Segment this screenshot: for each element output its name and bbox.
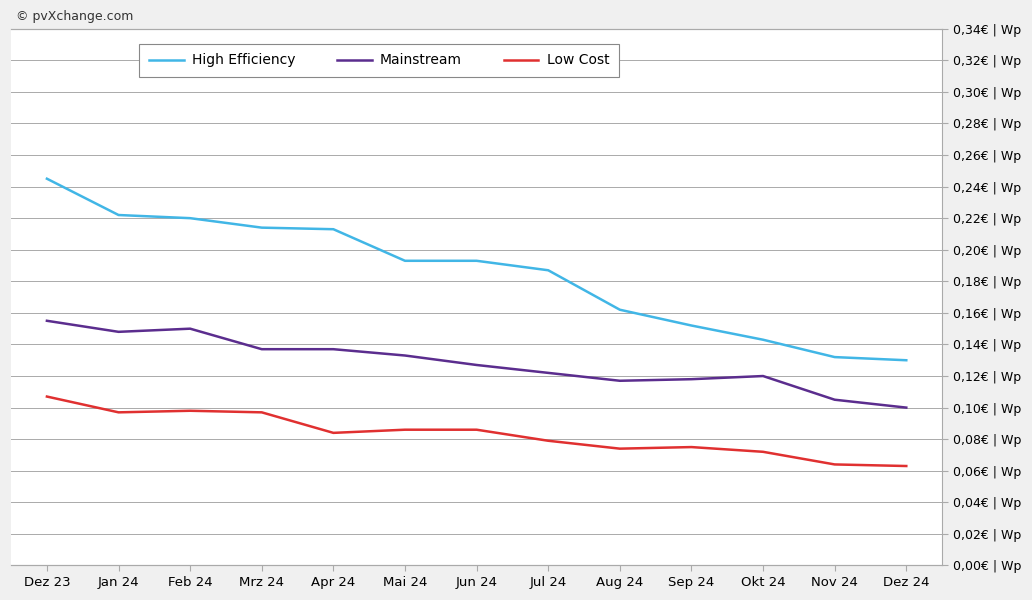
Mainstream (900, 404, 912, 411)
High Efficiency (327, 226, 340, 233)
Low Cost (256, 409, 268, 416)
Line: High Efficiency: High Efficiency (46, 179, 906, 360)
Mainstream (685, 376, 698, 383)
Low Cost (542, 437, 554, 445)
High Efficiency (398, 257, 411, 265)
High Efficiency (184, 215, 196, 222)
High Efficiency (829, 353, 841, 361)
Line: Mainstream: Mainstream (46, 321, 906, 407)
Low Cost (184, 407, 196, 415)
Mainstream (542, 369, 554, 376)
Mainstream (756, 373, 769, 380)
High Efficiency (685, 322, 698, 329)
Low Cost (40, 393, 53, 400)
Low Cost (112, 409, 125, 416)
High Efficiency (40, 175, 53, 182)
High Efficiency (471, 257, 483, 265)
Low Cost (900, 463, 912, 470)
Mainstream (398, 352, 411, 359)
High Efficiency (112, 211, 125, 218)
Mainstream (327, 346, 340, 353)
Mainstream (829, 396, 841, 403)
Mainstream (256, 346, 268, 353)
Low Cost (327, 429, 340, 436)
Text: © pvXchange.com: © pvXchange.com (15, 10, 133, 23)
Mainstream (471, 361, 483, 368)
Line: Low Cost: Low Cost (46, 397, 906, 466)
Mainstream (112, 328, 125, 335)
Low Cost (756, 448, 769, 455)
Low Cost (471, 426, 483, 433)
High Efficiency (614, 306, 626, 313)
High Efficiency (900, 356, 912, 364)
Low Cost (398, 426, 411, 433)
High Efficiency (756, 336, 769, 343)
Mainstream (614, 377, 626, 385)
Low Cost (685, 443, 698, 451)
High Efficiency (256, 224, 268, 231)
Legend: High Efficiency, Mainstream, Low Cost: High Efficiency, Mainstream, Low Cost (139, 44, 619, 77)
Low Cost (614, 445, 626, 452)
Mainstream (184, 325, 196, 332)
Mainstream (40, 317, 53, 325)
Low Cost (829, 461, 841, 468)
High Efficiency (542, 266, 554, 274)
